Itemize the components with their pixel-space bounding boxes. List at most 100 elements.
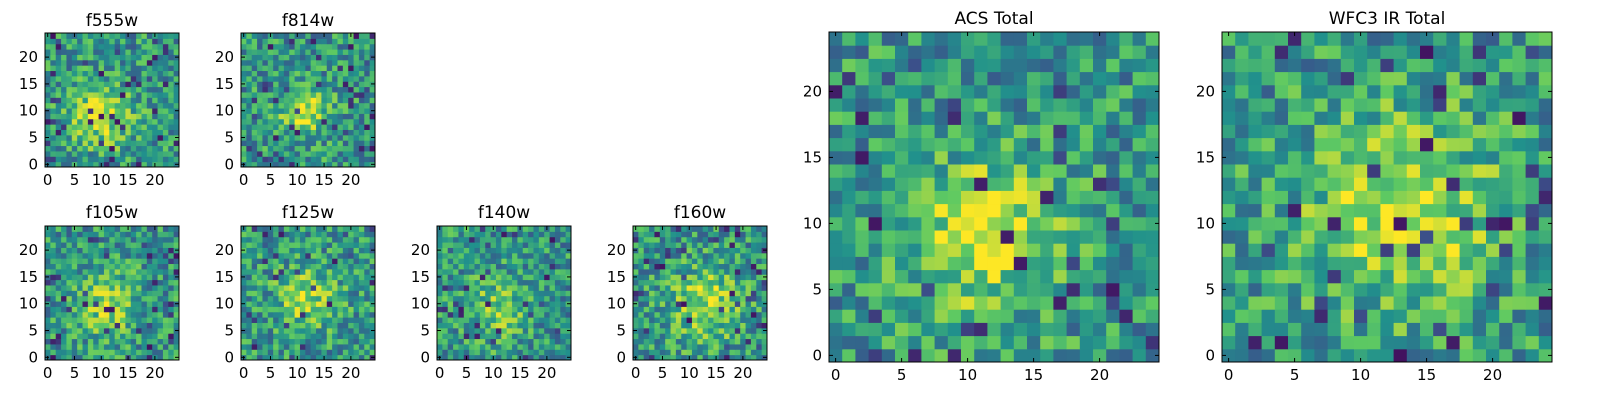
heatmap-cell [633,268,639,275]
heatmap-cell [947,150,962,165]
heatmap-cell [278,124,285,130]
heatmap-cell [1066,296,1081,310]
heatmap-cell [141,91,148,98]
heatmap-cell [257,279,263,286]
heatmap-cell [643,306,650,313]
heatmap-cell [82,129,89,136]
heatmap-cell [321,317,328,323]
heatmap-cell [633,284,639,291]
heatmap-cell [45,102,51,109]
heatmap-cell [681,322,688,329]
heatmap-cell [453,327,459,334]
heatmap-cell [565,338,572,345]
heatmap-cell [332,91,338,98]
heatmap-cell [1486,177,1500,191]
heatmap-cell [168,306,175,313]
heatmap-cell [750,301,757,307]
heatmap-cell [1459,322,1474,337]
heatmap-cell [152,97,159,104]
heatmap-cell [77,54,84,61]
heatmap-cell [538,231,545,238]
heatmap-cell [71,124,78,130]
heatmap-cell [740,252,747,259]
heatmap-cell [560,333,567,340]
heatmap-cell [50,156,57,163]
heatmap-cell [157,145,164,152]
heatmap-cell [125,140,132,147]
heatmap-cell [1499,335,1513,350]
heatmap-cell [463,349,470,356]
heatmap-cell [251,290,258,297]
heatmap-cell [241,311,247,318]
heatmap-cell [474,333,481,340]
heatmap-cell [740,322,747,329]
heatmap-cell [316,252,322,259]
heatmap-cell [77,354,84,361]
heatmap-cell [544,274,551,281]
heatmap-cell [1499,282,1513,297]
heatmap-cell [358,354,365,361]
heatmap-cell [162,108,169,114]
heatmap-cell [257,242,263,248]
heatmap-cell [257,81,263,88]
heatmap-cell [332,338,338,345]
heatmap-cell [1472,203,1487,218]
heatmap-cell [560,343,567,350]
heatmap-cell [1132,348,1147,363]
heatmap-cell [1248,269,1263,284]
heatmap-cell [474,252,481,259]
heatmap-cell [273,263,280,270]
heatmap-cell [686,343,693,350]
heatmap-cell [633,338,639,345]
heatmap-cell [506,327,513,334]
heatmap-cell [337,268,344,275]
heatmap-cell [522,354,529,361]
heatmap-cell [437,306,443,313]
heatmap-cell [168,242,175,248]
heatmap-cell [756,311,763,318]
heatmap-cell [921,203,936,218]
heatmap-cell [50,343,57,350]
heatmap-cell [708,311,714,318]
heatmap-cell [633,242,639,248]
heatmap-cell [146,70,153,77]
heatmap-cell [756,279,763,286]
heatmap-cell [544,343,551,350]
heatmap-cell [842,243,856,257]
heatmap-cell [120,97,126,104]
heatmap-cell [168,65,175,72]
heatmap-cell [348,97,355,104]
heatmap-cell [665,322,672,329]
heatmap-cell [1145,32,1160,46]
heatmap-cell [321,343,328,350]
heatmap-cell [337,124,344,130]
heatmap-cell [1459,348,1474,363]
heatmap-cell [103,124,110,130]
heatmap-cell [756,258,763,265]
heatmap-cell [246,268,253,275]
heatmap-cell [141,317,148,323]
heatmap-cell [173,86,180,93]
heatmap-cell [55,43,62,50]
heatmap-cell [316,231,322,238]
heatmap-cell [55,81,62,88]
heatmap-cell [554,268,561,275]
heatmap-cell [82,118,89,125]
heatmap-cell [442,252,449,259]
heatmap-cell [1053,71,1068,86]
heatmap-cell [1132,322,1147,337]
heatmap-cell [1106,216,1120,231]
heatmap-cell [273,113,280,120]
heatmap-cell [638,311,645,318]
heatmap-cell [157,33,164,39]
heatmap-cell [1314,216,1329,231]
heatmap-cell [745,306,752,313]
heatmap-cell [881,111,896,125]
heatmap-cell [241,124,247,130]
heatmap-cell [1274,322,1289,337]
heatmap-cell [501,226,508,232]
heatmap-cell [278,75,285,82]
heatmap-cell [1013,256,1028,271]
heatmap-cell [146,301,153,307]
heatmap-cell [50,97,57,104]
